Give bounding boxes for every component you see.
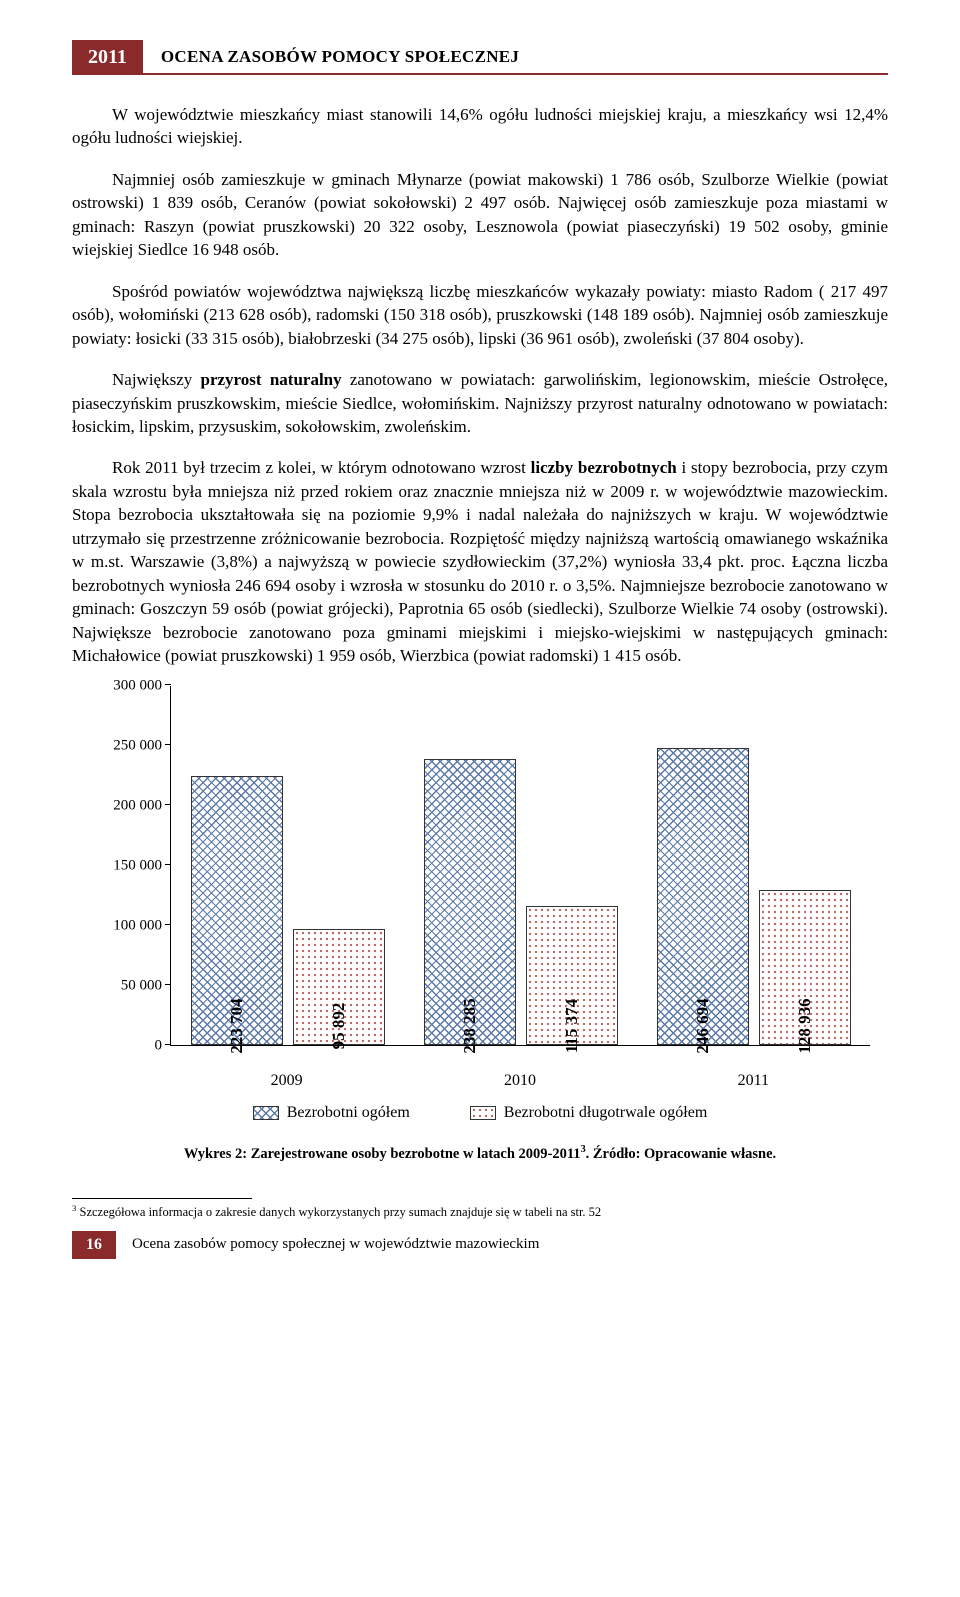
chart-bar: 246 694 bbox=[657, 748, 749, 1044]
header-year-badge: 2011 bbox=[72, 40, 143, 75]
chart-y-tick: 150 000 bbox=[113, 857, 162, 874]
chart-y-tick: 300 000 bbox=[113, 677, 162, 694]
chart-legend-label: Bezrobotni długotrwale ogółem bbox=[504, 1104, 708, 1122]
chart-legend: Bezrobotni ogółem Bezrobotni długotrwale … bbox=[90, 1104, 870, 1122]
footer-page-number: 16 bbox=[72, 1231, 116, 1259]
chart-y-tick: 0 bbox=[155, 1037, 163, 1054]
chart-x-label: 2011 bbox=[637, 1066, 870, 1090]
chart-bar-value-label: 115 374 bbox=[562, 998, 582, 1052]
chart-legend-label: Bezrobotni ogółem bbox=[287, 1104, 410, 1122]
chart-legend-swatch bbox=[253, 1106, 279, 1120]
chart-bar: 95 892 bbox=[293, 929, 385, 1044]
p4-bold: przyrost naturalny bbox=[201, 370, 342, 389]
page-header: 2011 OCENA ZASOBÓW POMOCY SPOŁECZNEJ bbox=[72, 40, 888, 75]
footnote-rule bbox=[72, 1198, 252, 1199]
paragraph-2: Najmniej osób zamieszkuje w gminach Młyn… bbox=[72, 168, 888, 262]
chart-bar-value-label: 223 704 bbox=[227, 998, 247, 1053]
chart-legend-item: Bezrobotni długotrwale ogółem bbox=[470, 1104, 708, 1122]
caption-text-a: Wykres 2: Zarejestrowane osoby bezrobotn… bbox=[184, 1145, 581, 1161]
p5-bold: liczby bezrobotnych bbox=[531, 458, 677, 477]
chart-legend-swatch bbox=[470, 1106, 496, 1120]
p4-lead: Największy bbox=[112, 370, 201, 389]
paragraph-5: Rok 2011 był trzecim z kolei, w którym o… bbox=[72, 456, 888, 667]
chart-bar-value-label: 95 892 bbox=[329, 1002, 349, 1049]
chart-bar: 115 374 bbox=[526, 906, 618, 1044]
footer-text: Ocena zasobów pomocy społecznej w wojewó… bbox=[116, 1231, 539, 1259]
footnote: 3 Szczegółowa informacja o zakresie dany… bbox=[72, 1203, 888, 1220]
chart-caption: Wykres 2: Zarejestrowane osoby bezrobotn… bbox=[72, 1144, 888, 1163]
chart-plot-area: 223 70495 892238 285115 374246 694128 93… bbox=[170, 686, 870, 1046]
paragraph-1: W województwie mieszkańcy miast stanowil… bbox=[72, 103, 888, 150]
chart-y-tick: 100 000 bbox=[113, 917, 162, 934]
chart-y-axis: 050 000100 000150 000200 000250 000300 0… bbox=[90, 686, 170, 1046]
header-title: OCENA ZASOBÓW POMOCY SPOŁECZNEJ bbox=[143, 40, 888, 75]
p5-b: i stopy bezrobocia, przy czym skala wzro… bbox=[72, 458, 888, 665]
chart-bar: 238 285 bbox=[424, 759, 516, 1045]
chart-bar: 223 704 bbox=[191, 776, 283, 1044]
chart-x-label: 2009 bbox=[170, 1066, 403, 1090]
page-footer: 16 Ocena zasobów pomocy społecznej w woj… bbox=[72, 1231, 888, 1259]
p5-a: Rok 2011 był trzecim z kolei, w którym o… bbox=[112, 458, 531, 477]
chart-bar-value-label: 238 285 bbox=[460, 998, 480, 1053]
chart-bar-group: 238 285115 374 bbox=[404, 686, 637, 1045]
chart-bar-value-label: 246 694 bbox=[693, 998, 713, 1053]
paragraph-3: Spośród powiatów województwa największą … bbox=[72, 280, 888, 350]
chart-bar-value-label: 128 936 bbox=[795, 998, 815, 1053]
chart-y-tick: 250 000 bbox=[113, 737, 162, 754]
paragraph-4: Największy przyrost naturalny zanotowano… bbox=[72, 368, 888, 438]
chart-x-axis: 200920102011 bbox=[170, 1066, 870, 1090]
chart-y-tick: 50 000 bbox=[121, 977, 162, 994]
chart-bar-group: 223 70495 892 bbox=[171, 686, 404, 1045]
footnote-text: Szczegółowa informacja o zakresie danych… bbox=[76, 1206, 601, 1220]
chart-bar-group: 246 694128 936 bbox=[637, 686, 870, 1045]
caption-text-b: . Źródło: Opracowanie własne. bbox=[586, 1145, 777, 1161]
chart-legend-item: Bezrobotni ogółem bbox=[253, 1104, 410, 1122]
chart-y-tick: 200 000 bbox=[113, 797, 162, 814]
chart-x-label: 2010 bbox=[403, 1066, 636, 1090]
unemployment-chart: 050 000100 000150 000200 000250 000300 0… bbox=[90, 686, 870, 1122]
chart-bar: 128 936 bbox=[759, 890, 851, 1045]
